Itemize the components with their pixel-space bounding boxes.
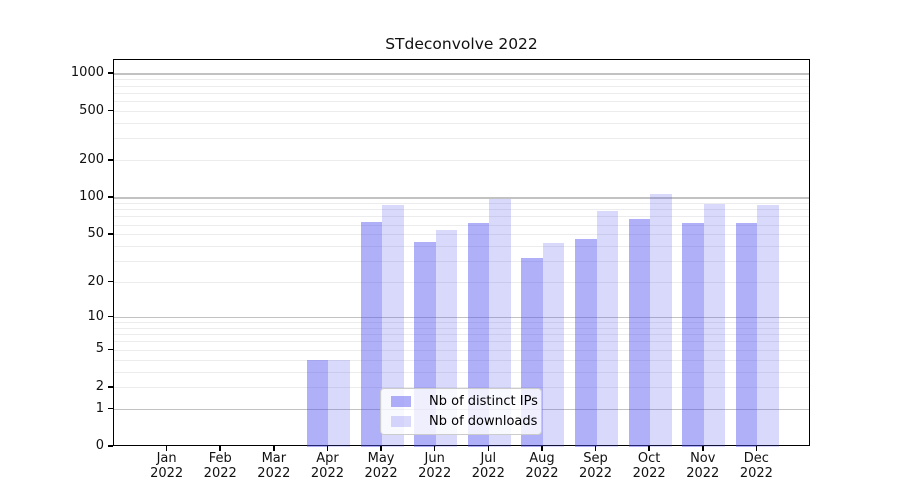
bar-sep-distinct-ips (575, 239, 597, 447)
y-tick (108, 72, 113, 74)
x-tick-label-jul: Jul 2022 (456, 451, 520, 481)
bar-apr-downloads (328, 360, 350, 447)
x-tick-year: 2022 (257, 465, 291, 481)
bar-may-downloads (382, 204, 404, 447)
x-tick-label-dec: Dec 2022 (724, 451, 788, 481)
y-tick-label: 1000 (70, 65, 104, 81)
y-tick (108, 158, 113, 161)
bar-nov-downloads (703, 203, 726, 447)
legend: Nb of distinct IPs Nb of downloads (380, 388, 542, 435)
x-tick (701, 446, 704, 451)
x-tick-year: 2022 (686, 465, 720, 481)
gridline-minor (114, 79, 809, 81)
y-tick-label: 200 (79, 151, 104, 167)
gridline-minor (114, 123, 809, 125)
x-tick-label-jun: Jun 2022 (403, 451, 467, 481)
y-tick-label: 2 (95, 378, 104, 394)
gridline-minor (114, 138, 809, 140)
bar-dec-distinct-ips (735, 223, 758, 447)
y-tick (108, 407, 113, 410)
y-tick (108, 348, 113, 351)
x-tick-year: 2022 (739, 465, 773, 481)
y-tick (108, 315, 113, 318)
y-tick (108, 445, 113, 447)
y-tick-label: 100 (79, 188, 104, 204)
y-tick-label: 500 (79, 102, 104, 118)
gridline-minor (114, 92, 809, 94)
x-tick-year: 2022 (310, 465, 344, 481)
y-tick-label: 1 (95, 400, 104, 416)
y-tick-label: 5 (95, 341, 104, 357)
x-tick-label-feb: Feb 2022 (188, 451, 252, 481)
x-tick-label-jan: Jan 2022 (135, 451, 199, 481)
gridline-major (114, 73, 809, 75)
bar-dec-downloads (757, 204, 779, 447)
x-tick (541, 446, 543, 451)
bar-jul-downloads (489, 199, 511, 447)
gridline-minor (114, 160, 809, 162)
chart-title: STdeconvolve 2022 (385, 35, 538, 53)
legend-swatch-distinct-ips (391, 395, 411, 407)
bar-oct-downloads (650, 193, 672, 447)
bar-sep-downloads (596, 210, 619, 447)
x-tick-label-oct: Oct 2022 (617, 451, 681, 481)
x-tick (219, 446, 222, 451)
x-tick-year: 2022 (578, 465, 613, 481)
y-tick (108, 109, 113, 112)
bar-oct-distinct-ips (628, 219, 651, 447)
legend-item-downloads: Nb of downloads (389, 414, 537, 431)
y-tick (108, 385, 113, 388)
plot-area: Nb of distinct IPs Nb of downloads (113, 59, 810, 447)
x-tick-year: 2022 (203, 465, 237, 481)
x-tick (165, 446, 168, 451)
x-tick (380, 446, 382, 451)
x-tick-year: 2022 (471, 465, 505, 481)
bar-may-distinct-ips (360, 221, 383, 447)
gridline-minor (114, 85, 809, 87)
bar-apr-distinct-ips (306, 360, 329, 447)
gridline-minor (114, 101, 809, 103)
y-tick-label: 50 (87, 225, 104, 241)
legend-label-downloads: Nb of downloads (429, 414, 538, 430)
x-tick (755, 446, 758, 451)
x-tick-year: 2022 (632, 465, 666, 481)
x-tick-year: 2022 (418, 465, 452, 481)
x-tick (273, 446, 275, 451)
gridline-major (114, 197, 809, 199)
x-tick-label-apr: Apr 2022 (295, 451, 359, 481)
legend-item-distinct-ips: Nb of distinct IPs (389, 393, 538, 410)
legend-label-distinct-ips: Nb of distinct IPs (429, 393, 538, 409)
x-tick-label-may: May 2022 (349, 451, 413, 481)
bar-aug-downloads (542, 242, 565, 447)
y-tick (108, 196, 113, 198)
x-tick (433, 446, 436, 451)
legend-swatch-downloads (391, 416, 411, 428)
y-tick-label: 20 (87, 273, 104, 289)
y-tick-label: 0 (95, 438, 104, 453)
x-tick-label-mar: Mar 2022 (242, 451, 306, 481)
bar-nov-distinct-ips (682, 223, 704, 447)
x-tick (594, 446, 597, 451)
gridline-minor (114, 111, 809, 112)
x-tick-label-aug: Aug 2022 (510, 451, 574, 481)
x-tick (487, 446, 490, 451)
x-tick-year: 2022 (150, 465, 184, 481)
x-tick (326, 446, 329, 451)
y-tick (108, 233, 113, 235)
x-tick-label-nov: Nov 2022 (671, 451, 735, 481)
x-tick-year: 2022 (364, 465, 398, 481)
y-tick (108, 280, 113, 283)
y-tick-label: 10 (87, 308, 104, 324)
x-tick-year: 2022 (525, 465, 559, 481)
x-tick (648, 446, 650, 451)
x-tick-label-sep: Sep 2022 (564, 451, 628, 481)
